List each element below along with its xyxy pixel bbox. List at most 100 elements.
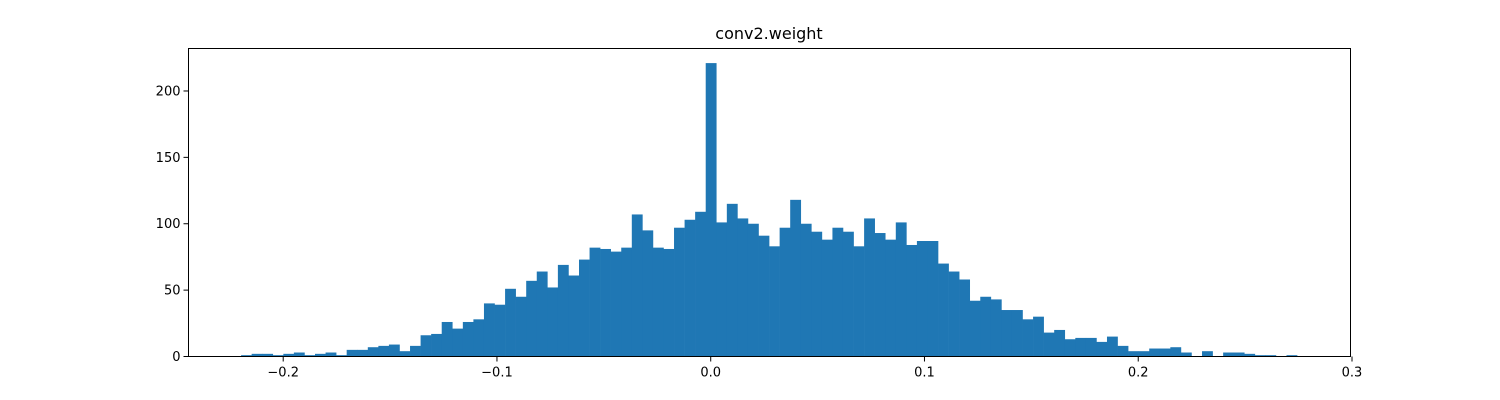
histogram-bar [1286,355,1298,357]
histogram-bar [1233,352,1245,357]
histogram-bar [948,271,960,357]
histogram-bar [800,223,812,357]
y-tick-label: 100 [156,217,181,232]
histogram-bar [853,246,865,357]
x-tick-label: −0.2 [267,366,299,381]
histogram-bar [980,296,992,357]
histogram-bar [705,63,717,357]
histogram-bar [674,227,685,357]
histogram-bar [1223,352,1234,357]
histogram-bar [452,328,464,357]
histogram-bar [283,353,295,357]
histogram-bar [779,227,791,357]
bars-layer [241,63,1298,357]
histogram-bar [1064,339,1076,357]
histogram-bar [272,355,284,357]
histogram-bar [1128,351,1139,357]
x-tick-label: 0.1 [914,366,935,381]
histogram-bar [790,199,802,357]
chart-title: conv2.weight [715,24,822,43]
histogram-bar [1254,355,1266,357]
histogram-bar [325,352,337,357]
histogram-bar [1043,332,1055,357]
histogram-bar [367,347,379,357]
histogram-bar [410,345,421,357]
histogram-bar [536,271,548,357]
histogram-bar [842,231,854,357]
y-tick-label: 200 [156,84,181,99]
histogram-bar [610,251,622,357]
histogram-bar [1106,336,1118,357]
histogram-bar [568,275,580,357]
x-tick-label: −0.1 [481,366,513,381]
histogram-bar [1075,337,1087,357]
histogram-bar [462,321,474,357]
histogram-bar [505,288,516,357]
histogram-bar [399,351,411,357]
histogram-bar [621,247,633,357]
histogram-bar [769,246,780,357]
histogram-bar [927,241,939,357]
histogram-bar [1117,345,1129,357]
histogram-bar [684,219,696,357]
histogram-bar [315,353,326,357]
histogram-bar [494,304,506,357]
histogram-bar [916,241,928,357]
histogram-bar [737,218,749,357]
histogram-bar [336,355,347,357]
histogram-bar [1202,351,1213,357]
histogram-bar [1011,310,1023,357]
histogram-bar [304,355,316,357]
histogram-bar [388,344,400,357]
histogram-bar [251,353,263,357]
histogram-bar [969,300,981,357]
histogram-bar [589,247,601,357]
histogram-bar [1022,319,1034,357]
histogram-bar [473,319,485,357]
histogram-bar [758,235,770,357]
histogram-bar [1265,355,1277,357]
histogram-bar [1149,348,1161,357]
histogram-bar [1180,352,1192,357]
y-tick-label: 150 [156,151,181,166]
histogram-bar [557,264,569,357]
histogram-bar [441,321,453,357]
histogram-bar [483,303,495,357]
ticks-layer: −0.2 −0.1 0.0 0.1 0.2 0.3 0 50 100 150 200 [156,84,1363,380]
histogram-bar [874,233,886,357]
histogram-bar [811,231,823,357]
histogram-bar [938,263,949,357]
histogram-bar [547,287,559,357]
histogram-bar [895,222,907,357]
histogram-bar [631,214,643,357]
histogram-bar [832,227,844,357]
histogram-bar [716,222,728,357]
histogram-bar [959,279,971,357]
histogram-bar [1054,329,1066,357]
histogram-bar [346,349,358,357]
histogram-bar [293,352,305,357]
histogram-bar [515,296,527,357]
histogram-bar [695,211,707,357]
histogram-bar [1033,316,1044,357]
histogram-bar [990,299,1002,357]
histogram-bar [885,239,897,357]
histogram-bar [1085,337,1097,357]
histogram-bar [906,244,918,357]
histogram-bar [357,349,369,357]
histogram-bar [1138,351,1150,357]
histogram-bar [378,345,390,357]
x-tick-label: 0.0 [700,366,721,381]
histogram-bar [431,333,443,357]
histogram-bar [1170,347,1182,357]
x-tick-label: 0.3 [1342,366,1363,381]
histogram-bar [1244,353,1256,357]
histogram-bar [663,248,675,357]
histogram-bar [241,355,252,357]
histogram-bar [652,247,664,357]
histogram-bar [1001,310,1013,357]
histogram-bar [1096,341,1108,357]
histogram-bar [579,259,590,357]
